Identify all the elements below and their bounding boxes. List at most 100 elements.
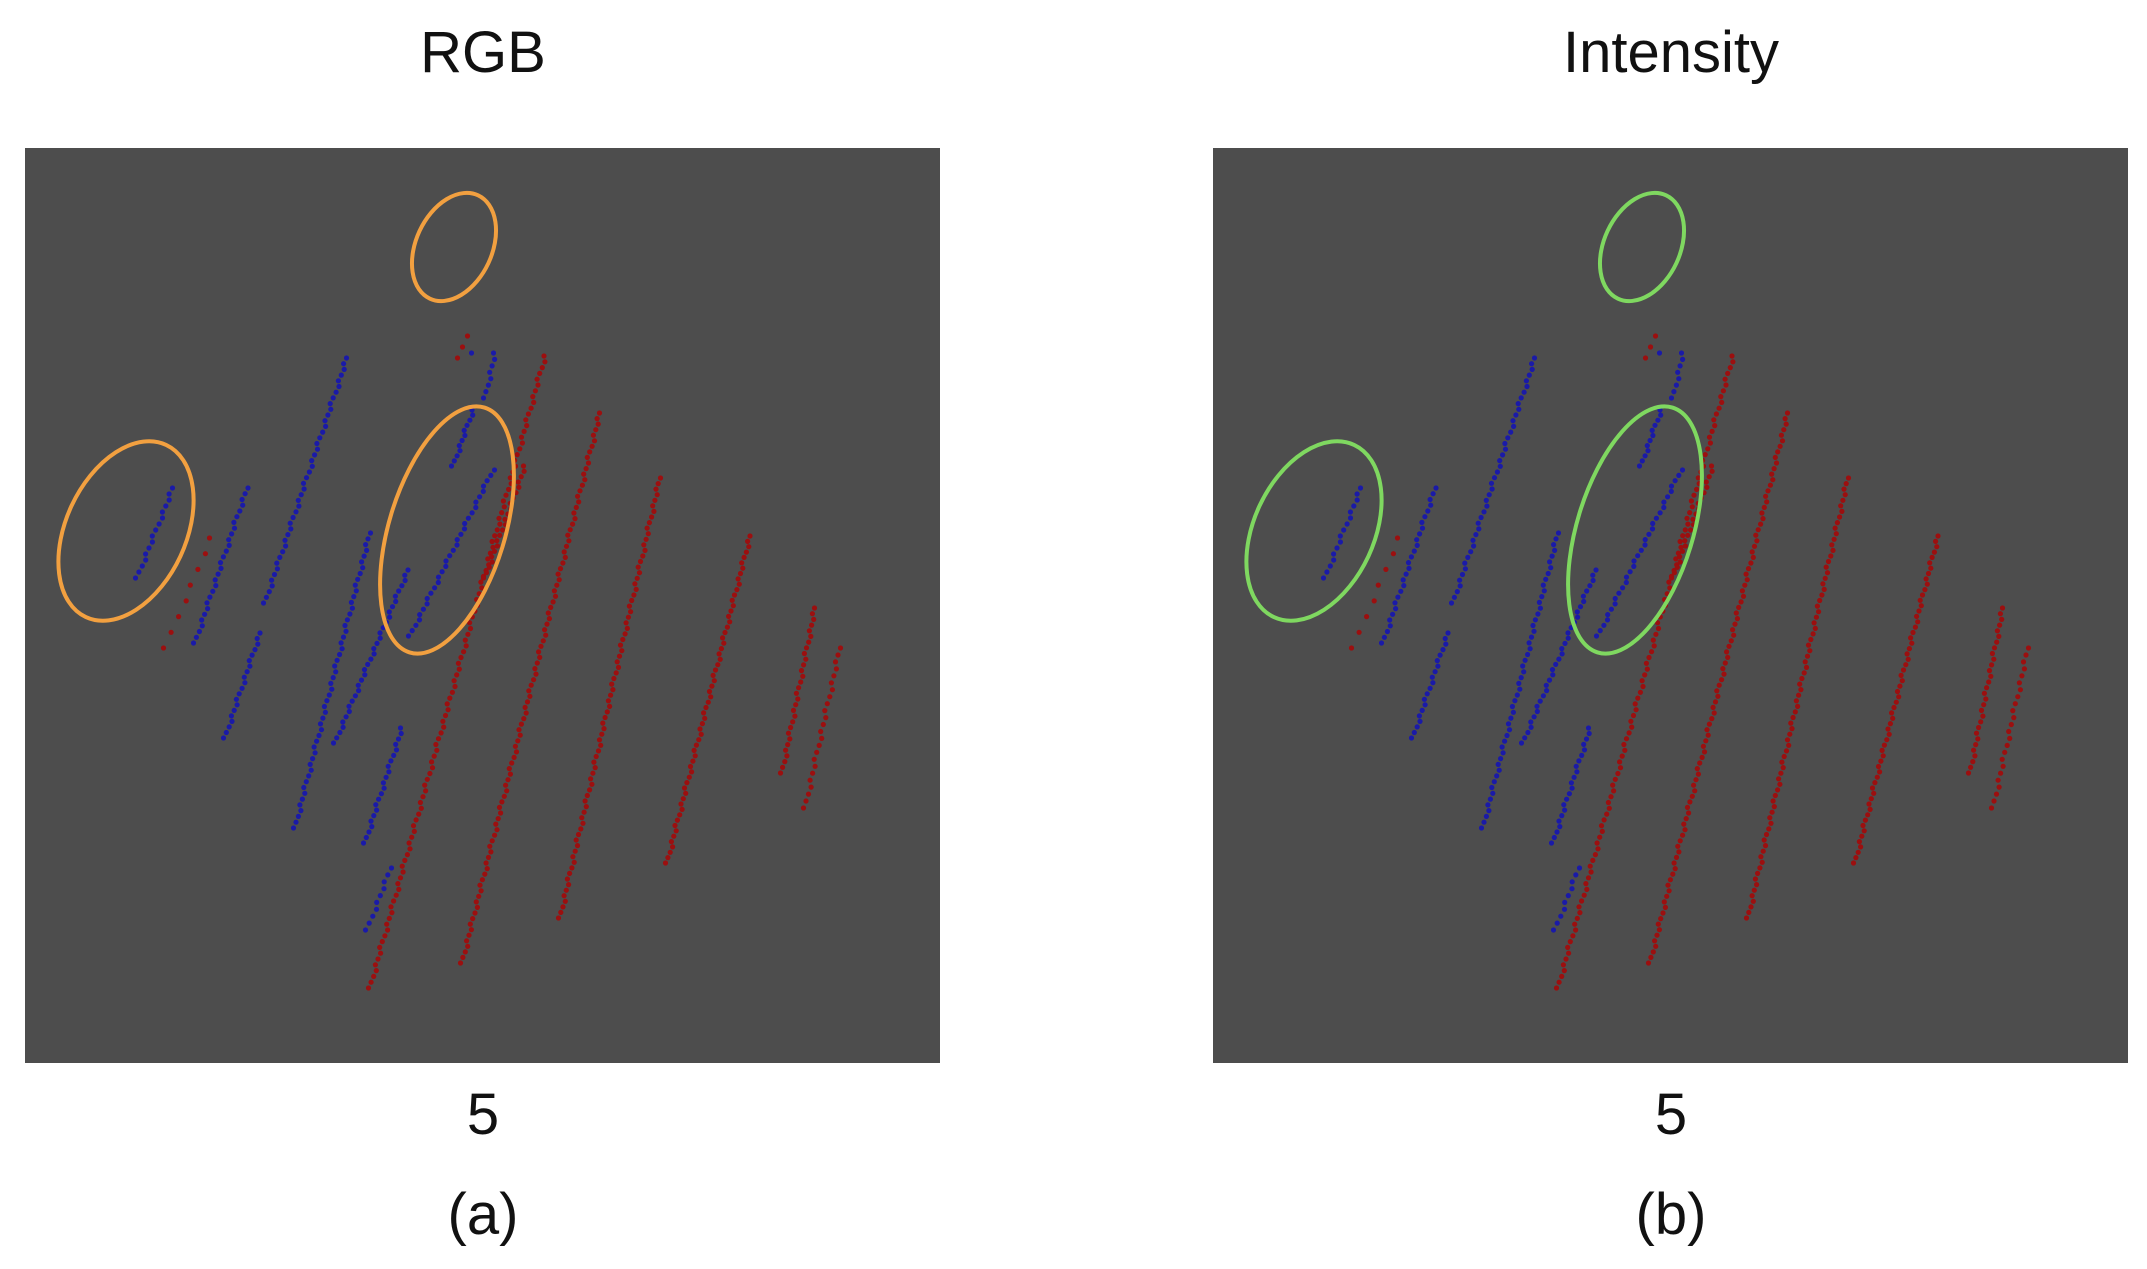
blue-point xyxy=(1459,571,1466,578)
red-point xyxy=(407,846,413,852)
blue-point xyxy=(1605,612,1611,618)
red-point xyxy=(1991,645,1998,651)
blue-point xyxy=(1571,774,1577,780)
blue-point xyxy=(383,774,389,780)
blue-point xyxy=(231,519,237,525)
blue-point xyxy=(1661,499,1667,505)
red-point xyxy=(1795,703,1801,710)
red-point xyxy=(711,678,717,684)
blue-point xyxy=(1341,527,1347,533)
red-point xyxy=(479,877,485,883)
blue-point xyxy=(402,572,408,578)
red-point xyxy=(482,871,488,877)
red-point xyxy=(461,649,467,655)
red-point xyxy=(1924,581,1930,587)
red-point xyxy=(1553,985,1560,991)
blue-point xyxy=(308,767,314,773)
blue-point xyxy=(435,579,441,586)
red-point xyxy=(1855,849,1861,855)
red-point xyxy=(560,560,566,566)
blue-point xyxy=(1556,818,1562,824)
blue-point xyxy=(303,779,309,785)
red-point xyxy=(1677,554,1683,560)
blue-point xyxy=(454,537,460,543)
red-point xyxy=(1691,492,1697,498)
red-point xyxy=(562,898,568,904)
red-point xyxy=(564,876,571,882)
red-point xyxy=(653,486,659,492)
red-point xyxy=(520,463,527,469)
blue-point xyxy=(1521,669,1527,675)
panel-a-pointcloud xyxy=(25,148,940,1063)
red-point xyxy=(1831,536,1837,542)
red-point xyxy=(440,718,446,724)
blue-point xyxy=(363,542,369,548)
red-point xyxy=(801,662,807,668)
red-point xyxy=(790,707,797,714)
red-point xyxy=(747,533,753,539)
red-point xyxy=(537,654,543,660)
blue-point xyxy=(461,526,468,532)
blue-point xyxy=(322,709,328,715)
blue-point xyxy=(1565,893,1571,899)
red-point xyxy=(447,695,453,701)
red-point xyxy=(1798,687,1804,693)
blue-point xyxy=(1623,574,1630,580)
blue-point xyxy=(1462,560,1468,566)
red-point xyxy=(1910,629,1916,636)
red-point xyxy=(542,359,548,365)
red-point xyxy=(498,810,504,816)
red-point xyxy=(539,365,545,371)
panel-a-number: 5 xyxy=(466,1082,500,1147)
red-point xyxy=(1584,886,1590,893)
red-point xyxy=(1817,597,1823,604)
red-point xyxy=(1348,645,1355,651)
blue-point xyxy=(321,703,327,710)
red-point xyxy=(616,653,623,659)
red-point xyxy=(1682,527,1688,533)
blue-point xyxy=(1518,675,1524,681)
blue-point xyxy=(1504,732,1510,739)
blue-point xyxy=(1393,606,1399,612)
red-point xyxy=(1690,516,1696,522)
blue-point xyxy=(242,491,248,497)
red-point xyxy=(504,788,510,794)
red-point xyxy=(507,771,513,777)
blue-point xyxy=(368,818,374,824)
blue-point xyxy=(1487,796,1493,802)
blue-point xyxy=(193,634,199,640)
blue-point xyxy=(1549,553,1555,559)
blue-point xyxy=(469,510,475,516)
blue-point xyxy=(1520,663,1526,669)
blue-point xyxy=(358,677,365,683)
red-point xyxy=(1364,614,1370,620)
red-point xyxy=(1991,798,1997,804)
blue-point xyxy=(212,577,218,583)
blue-point xyxy=(484,478,490,484)
red-point xyxy=(1775,449,1781,455)
red-point xyxy=(583,804,589,810)
blue-point xyxy=(1517,686,1523,692)
red-point xyxy=(536,649,542,655)
red-point xyxy=(1712,423,1718,429)
red-point xyxy=(1824,570,1831,576)
blue-point xyxy=(314,446,321,452)
blue-point xyxy=(1490,790,1496,796)
red-point xyxy=(2008,721,2014,728)
red-point xyxy=(578,826,584,832)
red-point xyxy=(662,860,669,866)
blue-point xyxy=(1324,569,1330,575)
blue-point xyxy=(352,693,358,699)
red-point xyxy=(1667,585,1673,591)
blue-point xyxy=(255,641,261,647)
red-point xyxy=(399,863,405,869)
red-point xyxy=(1652,938,1658,944)
blue-point xyxy=(395,736,402,742)
red-point xyxy=(596,737,603,743)
red-point xyxy=(1675,843,1681,849)
blue-point xyxy=(323,423,329,429)
red-point xyxy=(601,726,607,732)
blue-point xyxy=(473,499,479,505)
red-point xyxy=(1740,593,1747,599)
blue-point xyxy=(448,463,455,469)
